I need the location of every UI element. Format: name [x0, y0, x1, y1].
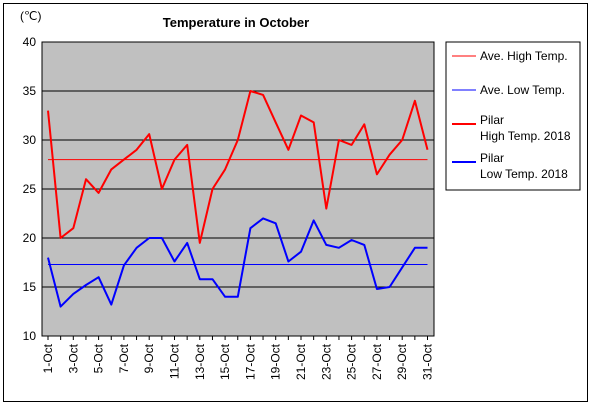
series-line-3: [47, 217, 428, 308]
y-tick-label: 30: [23, 133, 37, 147]
legend-label-3: Pilar Low Temp. 2018: [480, 151, 568, 181]
x-tick-label: 31-Oct: [421, 343, 435, 380]
legend: [445, 41, 581, 191]
series-line-2: [47, 90, 429, 244]
y-tick-label: 10: [23, 329, 37, 343]
y-tick-label: 20: [23, 231, 37, 245]
legend-label-2: Pilar High Temp. 2018: [480, 113, 571, 143]
legend-label-1: Ave. Low Temp.: [480, 83, 565, 97]
x-axis-ticks: 1-Oct 3-Oct 5-Oct 7-Oct 9-Oct 11-Oct 13-Oct 15-…: [41, 336, 435, 380]
x-tick-label: 3-Oct: [66, 343, 80, 373]
y-axis-ticks: 10 15 20 25 30 35 40: [23, 35, 37, 343]
x-tick-label: 5-Oct: [92, 343, 106, 373]
x-tick-label: 11-Oct: [168, 343, 182, 379]
x-tick-label: 1-Oct: [41, 343, 55, 373]
y-tick-label: 15: [23, 280, 37, 294]
x-tick-label: 15-Oct: [218, 343, 232, 380]
legend-label-0: Ave. High Temp.: [480, 49, 568, 63]
legend-items: Ave. High Temp. Ave. Low Temp. Pilar High T…: [452, 49, 571, 181]
chart-title: Temperature in October: [163, 15, 309, 30]
x-tick-label: 7-Oct: [117, 343, 131, 373]
y-tick-label: 40: [23, 35, 37, 49]
x-tick-label: 13-Oct: [193, 343, 207, 380]
y-tick-label: 25: [23, 182, 37, 196]
x-tick-label: 27-Oct: [370, 343, 384, 380]
y-unit-label: (℃): [20, 9, 41, 23]
x-tick-label: 19-Oct: [269, 343, 283, 380]
x-tick-label: 17-Oct: [243, 343, 257, 380]
series-lines: [47, 90, 429, 308]
x-tick-label: 25-Oct: [345, 343, 359, 380]
x-tick-label: 29-Oct: [395, 343, 409, 380]
x-tick-label: 23-Oct: [319, 343, 333, 380]
y-tick-label: 35: [23, 84, 37, 98]
x-tick-label: 9-Oct: [142, 343, 156, 373]
x-tick-label: 21-Oct: [294, 343, 308, 380]
